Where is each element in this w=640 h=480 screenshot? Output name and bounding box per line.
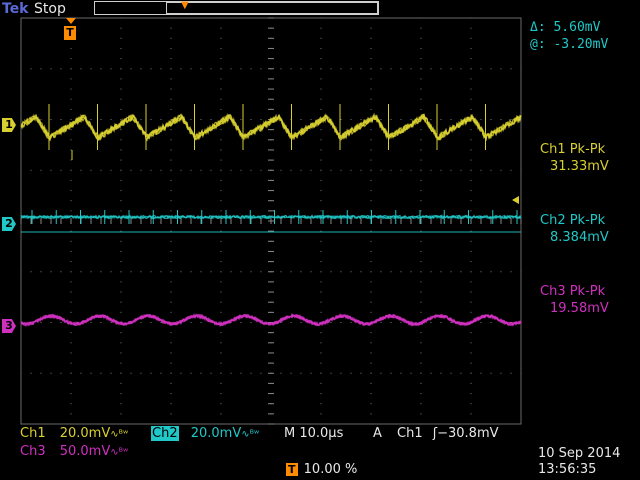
cursor-delta-readout: Δ: 5.60mV [530,20,601,35]
timebase-setting[interactable]: M 10.0µs [284,426,344,441]
ch1-name: Ch1 [20,426,46,441]
ch2-marker-label: 2 [5,217,13,230]
brand-logo: Tek [2,1,29,17]
ch2-ground-marker[interactable]: 2 [2,217,16,231]
ch2-waveform [20,210,522,224]
ch2-settings[interactable]: Ch2 20.0mV∿ᴮʷ [151,426,259,443]
ch3-waveform [20,313,522,328]
ch3-ground-marker[interactable]: 3 [2,319,16,333]
ch1-bandwidth-icon: ∿ᴮʷ [110,429,129,440]
cursor-position-readout: @: -3.20mV [530,37,609,52]
date-display: 10 Sep 2014 [538,446,621,461]
ch2-measurement-value: 8.384mV [550,230,609,245]
record-length-bar [94,1,379,15]
graticule-grid [20,17,522,425]
trigger-source: Ch1 [397,426,423,441]
ch1-scale: 20.0mV [59,426,111,441]
ch2-bandwidth-icon: ∿ᴮʷ [241,429,260,440]
ch3-measurement-value: 19.58mV [550,301,609,316]
ch2-measurement-label: Ch2 Pk-Pk [540,213,606,228]
ch3-measurement-label: Ch3 Pk-Pk [540,284,606,299]
trigger-level-marker-icon[interactable] [512,196,519,204]
trigger-time-marker-label: T [64,26,76,40]
ch3-name: Ch3 [20,444,46,459]
trigger-position-value: 10.00 % [303,462,358,477]
ch1-measurement-label: Ch1 Pk-Pk [540,142,606,157]
acquisition-mode: A [373,426,382,441]
ch2-name: Ch2 [151,426,179,441]
ch1-ground-marker[interactable]: 1 [2,118,16,132]
trigger-position-marker-icon: ▼ [181,0,189,11]
trigger-settings[interactable]: Ch1 ʃ−30.8mV [397,426,499,442]
top-status-bar [0,0,640,18]
trigger-position-readout[interactable]: T 10.00 % [286,462,357,478]
ch1-marker-label: 1 [5,118,13,131]
trigger-position-icon: T [286,463,298,476]
ch2-scale: 20.0mV [190,426,242,441]
ch3-scale: 50.0mV [59,444,111,459]
trigger-slope-level: ʃ−30.8mV [432,426,499,441]
record-view-window[interactable] [166,2,378,14]
time-display: 13:56:35 [538,462,597,477]
ch3-settings[interactable]: Ch3 50.0mV∿ᴮʷ [20,444,128,461]
ch3-marker-label: 3 [5,319,13,332]
ch3-bandwidth-icon: ∿ᴮʷ [110,447,129,458]
trigger-time-marker-icon[interactable]: T [64,18,78,42]
ch1-settings[interactable]: Ch1 20.0mV∿ᴮʷ [20,426,128,443]
ch1-measurement-value: 31.33mV [550,159,609,174]
run-state-indicator[interactable]: Stop [34,1,66,17]
ch1-waveform [20,104,522,160]
